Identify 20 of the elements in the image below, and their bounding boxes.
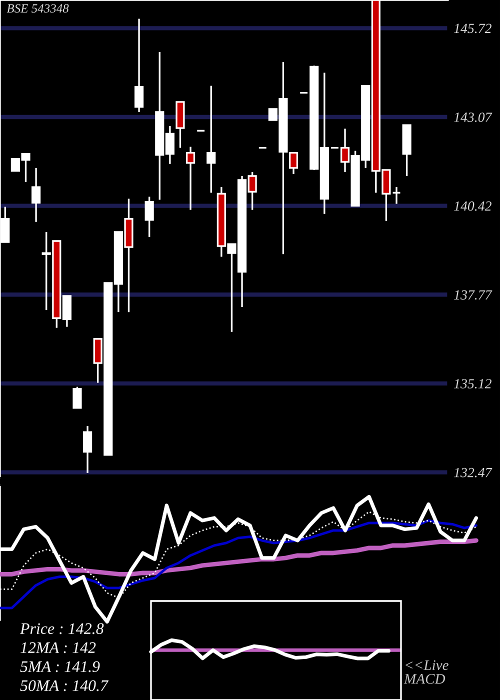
text: 5MA : 141.9 (20, 661, 100, 672)
text: 12MA : 142 (20, 642, 96, 654)
candlestick (186, 146, 196, 211)
candlestick (144, 196, 154, 238)
candlestick (72, 386, 82, 409)
candlestick (83, 425, 92, 474)
text: Price : 142.8 (20, 623, 104, 634)
y-tick-label: 137.77 (454, 290, 492, 300)
candlestick (206, 84, 216, 194)
text: <<Live MACD (404, 660, 448, 684)
y-tick-label: 143.07 (454, 112, 492, 122)
candlestick (134, 18, 144, 113)
candlestick (392, 186, 402, 205)
chart-title: BSE 543348 (6, 4, 69, 13)
candlestick (32, 167, 41, 223)
y-tick-label: 135.12 (454, 379, 492, 388)
text: 50MA : 140.7 (20, 680, 109, 692)
y-tick-label: 145.72 (454, 24, 492, 34)
y-tick-label: 132.47 (454, 468, 492, 478)
y-tick-label: 140.42 (454, 201, 492, 211)
